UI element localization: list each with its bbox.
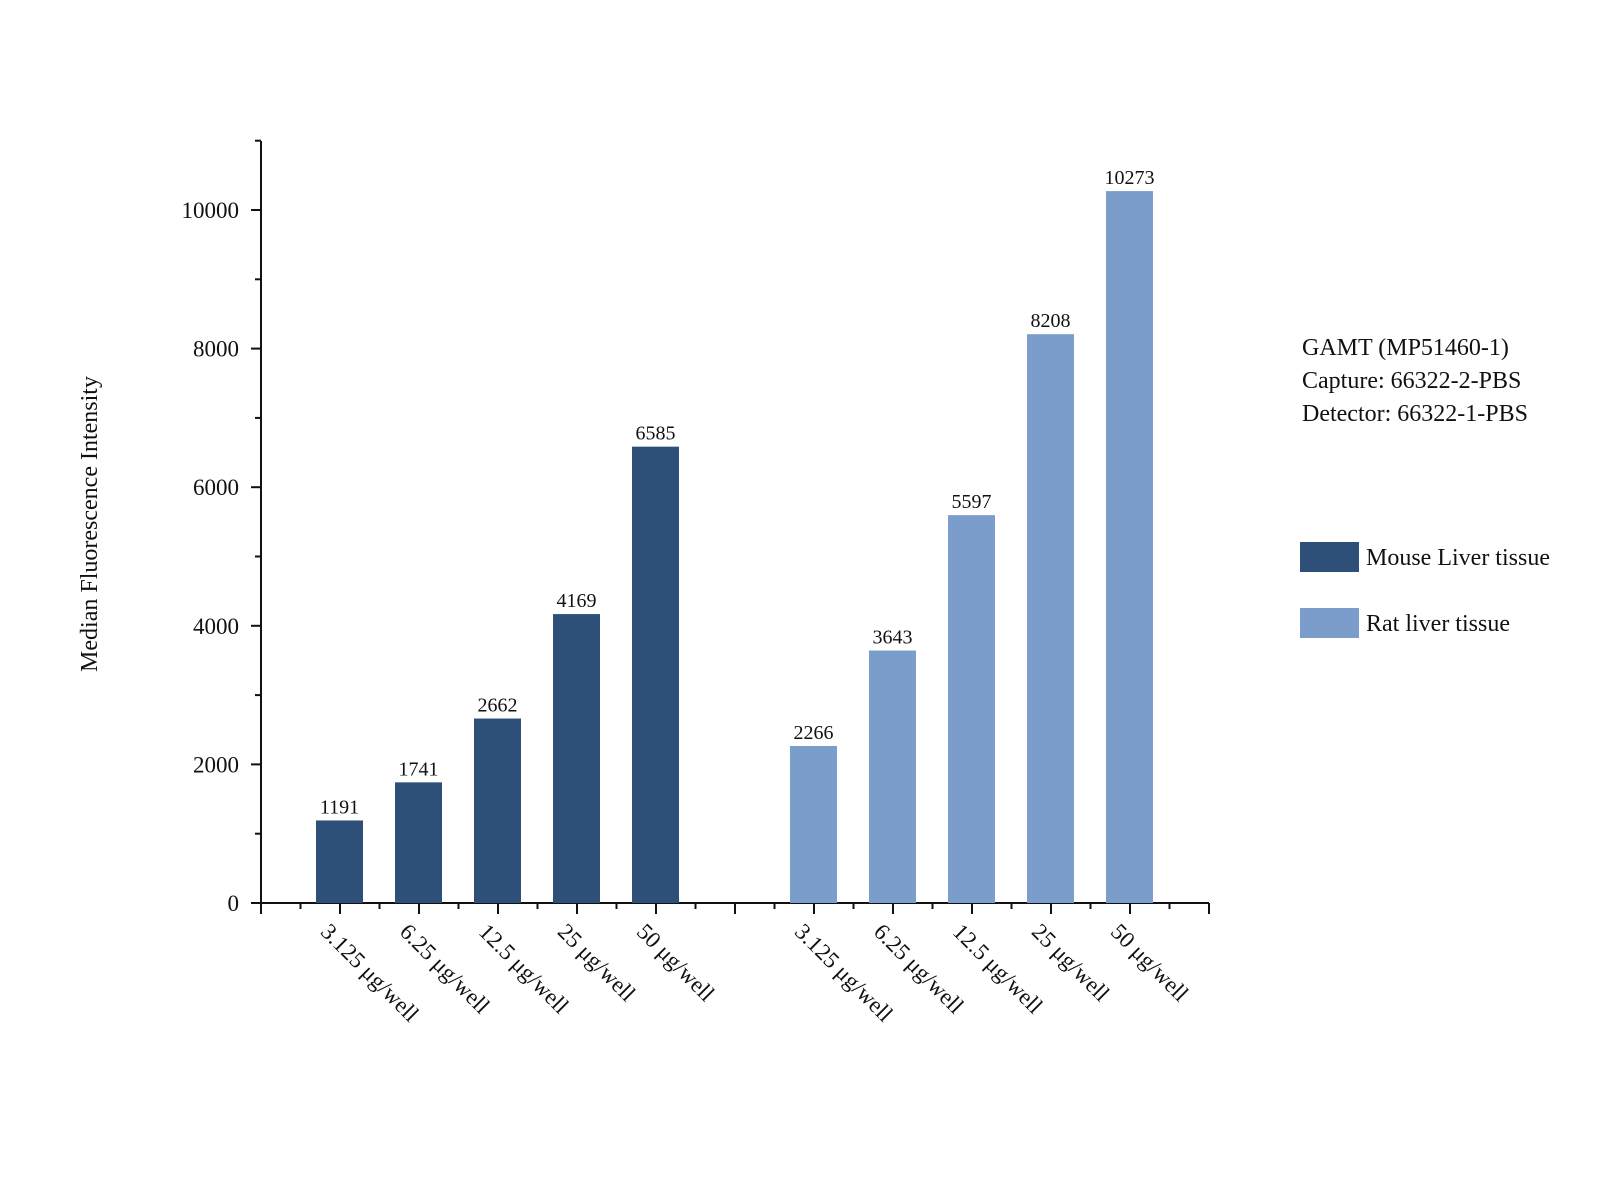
legend-label: Mouse Liver tissue (1366, 545, 1550, 571)
bar-value-label: 6585 (636, 423, 676, 445)
bars (316, 191, 1153, 903)
bar-value-label: 8208 (1031, 310, 1071, 332)
y-axis-title: Median Fluorescence Intensity (77, 376, 103, 672)
annotation-line: Capture: 66322-2-PBS (1302, 368, 1521, 394)
bar-value-label: 1741 (399, 758, 439, 780)
x-category-label: 50 μg/well (1106, 919, 1193, 1006)
bar (395, 782, 442, 903)
legend-swatch (1300, 608, 1359, 638)
bar (1106, 191, 1153, 903)
y-tick-label: 8000 (193, 337, 239, 362)
bar (474, 718, 521, 903)
bar-value-label: 10273 (1105, 167, 1155, 189)
annotation: GAMT (MP51460-1) Capture: 66322-2-PBS Dete… (1302, 335, 1528, 427)
bar-value-label: 4169 (557, 590, 597, 612)
bar (1027, 334, 1074, 903)
legend-swatch (1300, 542, 1359, 572)
bar (316, 820, 363, 903)
bar-value-label: 3643 (873, 627, 913, 649)
bar (790, 745, 837, 903)
bar-value-label: 2266 (794, 722, 834, 744)
x-category-label: 50 μg/well (632, 919, 719, 1006)
y-tick-label: 2000 (193, 752, 239, 777)
bar (632, 446, 679, 903)
bar (869, 650, 916, 903)
y-tick-label: 10000 (182, 198, 240, 223)
legend-label: Rat liver tissue (1366, 611, 1510, 637)
legend: Mouse Liver tissue Rat liver tissue (1300, 542, 1550, 638)
bar (553, 614, 600, 903)
bar-value-label: 2662 (478, 695, 518, 717)
annotation-line: Detector: 66322-1-PBS (1302, 401, 1528, 427)
bar-value-label: 5597 (952, 491, 992, 513)
y-tick-label: 6000 (193, 475, 239, 500)
bar-value-labels: 1191 1741 2662 4169 6585 2266 3643 5597 8208 1027… (320, 167, 1155, 818)
bar-value-label: 1191 (320, 796, 359, 818)
annotation-line: GAMT (MP51460-1) (1302, 335, 1509, 361)
y-tick-label: 4000 (193, 614, 239, 639)
y-tick-label: 0 (228, 891, 240, 916)
bar (948, 515, 995, 903)
